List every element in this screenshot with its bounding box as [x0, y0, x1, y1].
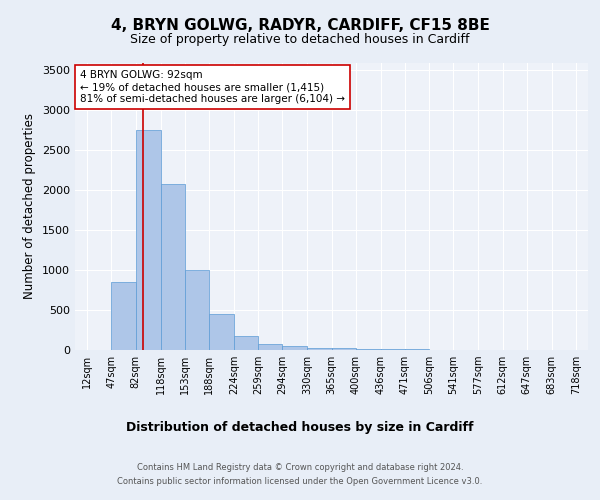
Bar [380, 349, 405, 350]
Bar [258, 344, 283, 350]
Text: Contains public sector information licensed under the Open Government Licence v3: Contains public sector information licen… [118, 476, 482, 486]
Bar [209, 314, 234, 350]
Bar [283, 346, 307, 350]
Bar [185, 270, 209, 350]
Bar [331, 348, 356, 350]
Bar [136, 130, 161, 350]
Y-axis label: Number of detached properties: Number of detached properties [23, 114, 37, 299]
Bar [356, 349, 380, 350]
Text: Distribution of detached houses by size in Cardiff: Distribution of detached houses by size … [126, 421, 474, 434]
Text: 4 BRYN GOLWG: 92sqm
← 19% of detached houses are smaller (1,415)
81% of semi-det: 4 BRYN GOLWG: 92sqm ← 19% of detached ho… [80, 70, 345, 104]
Text: 4, BRYN GOLWG, RADYR, CARDIFF, CF15 8BE: 4, BRYN GOLWG, RADYR, CARDIFF, CF15 8BE [110, 18, 490, 32]
Text: Size of property relative to detached houses in Cardiff: Size of property relative to detached ho… [130, 32, 470, 46]
Bar [161, 184, 185, 350]
Text: Contains HM Land Registry data © Crown copyright and database right 2024.: Contains HM Land Registry data © Crown c… [137, 463, 463, 472]
Bar [234, 336, 258, 350]
Bar [307, 348, 331, 350]
Bar [112, 282, 136, 350]
